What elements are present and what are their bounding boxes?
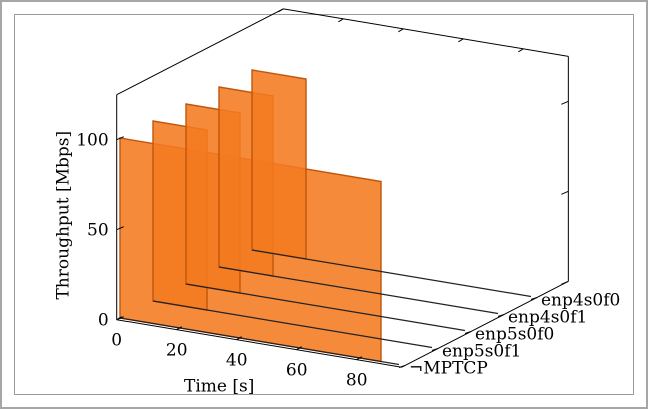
- y-tick-label: 0: [98, 311, 109, 331]
- x-tick-label: 80: [346, 371, 368, 391]
- y-tick-0: [116, 316, 124, 321]
- x-tick-4: [356, 356, 362, 361]
- series-baseline-1: [218, 266, 499, 315]
- series-label: enp5s0f0: [475, 325, 554, 345]
- series-baseline-2: [185, 283, 466, 332]
- z-tick-3: [431, 348, 439, 351]
- x-tick-3: [296, 346, 302, 351]
- y-tick-label: 100: [76, 131, 108, 151]
- axis-labels: 0 20 40 60 80 0 50 100 enp4s0f0enp4s0f1enp5s0f0e…: [76, 131, 620, 391]
- x-axis-title: Time [s]: [184, 376, 254, 396]
- z-tick-2: [464, 331, 472, 334]
- series-baseline-3: [152, 300, 433, 349]
- axis-edge: [116, 8, 284, 96]
- x-tick-2: [236, 336, 242, 341]
- series-baseline-0: [251, 249, 532, 298]
- x-tick-label: 40: [226, 351, 248, 371]
- series-label: enp5s0f1: [442, 342, 521, 362]
- y-tick-2: [116, 136, 124, 141]
- series-baseline-4: [119, 317, 400, 366]
- axis-box-back: [116, 8, 569, 320]
- y-tick-right-1: [561, 190, 569, 195]
- series-label: ¬MPTCP: [409, 359, 488, 379]
- x-axis-line: [116, 319, 402, 368]
- x-tick-label: 20: [166, 341, 188, 361]
- z-axis-line: [401, 280, 569, 368]
- y-axis-title: Throughput [Mbps]: [54, 131, 74, 300]
- x-tick-label: 0: [111, 331, 122, 351]
- series-label: enp4s0f1: [508, 308, 587, 328]
- x-tick-top-1: [338, 18, 344, 23]
- series-layer: [119, 69, 532, 366]
- axis-edge: [283, 8, 569, 57]
- x-tick-top-3: [458, 38, 464, 43]
- series-label: enp4s0f0: [541, 291, 620, 311]
- x-tick-1: [176, 326, 182, 331]
- z-tick-1: [497, 314, 505, 317]
- y-tick-right-2: [561, 100, 569, 105]
- z-tick-0: [530, 297, 538, 300]
- y-tick-label: 50: [87, 221, 109, 241]
- series-area-0: [251, 69, 307, 260]
- x-tick-label: 60: [286, 361, 308, 381]
- y-tick-1: [116, 226, 124, 231]
- x-tick-top-2: [398, 28, 404, 33]
- axis-box-front: [116, 280, 569, 368]
- z-tick-4: [398, 365, 406, 368]
- y-tick-right-0: [561, 280, 569, 285]
- axis-ticks: [116, 8, 569, 368]
- x-tick-top-4: [518, 48, 524, 53]
- x-tick-top-0: [278, 8, 284, 13]
